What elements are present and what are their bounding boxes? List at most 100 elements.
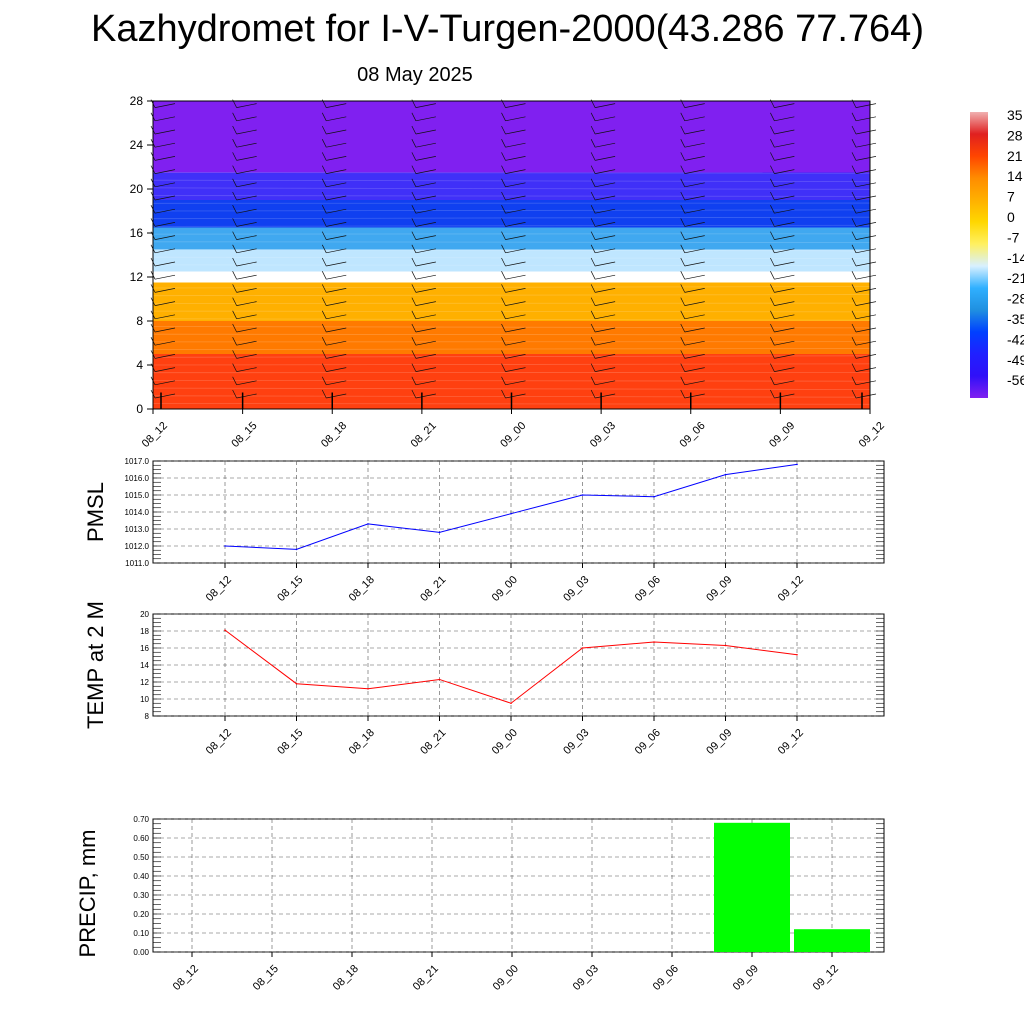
data-point — [510, 512, 512, 515]
contour-line — [152, 379, 871, 382]
contour-line — [152, 294, 871, 297]
wind-barb — [770, 376, 775, 385]
x-tick-label: 08_12 — [204, 727, 234, 757]
x-tick-label: 08_21 — [418, 727, 448, 757]
pmsl-panel: 1011.0 1012.0 1013.0 1014.0 1015.0 1016.0 1017… — [83, 457, 885, 604]
wind-barb — [501, 310, 506, 319]
wind-barb — [415, 314, 436, 320]
wind-barb — [321, 191, 327, 201]
wind-barb — [680, 112, 686, 121]
x-tick-label: 08_21 — [411, 963, 441, 993]
y-tick-label: 18 — [140, 627, 149, 636]
wind-barb — [321, 165, 327, 174]
colorbar-label: -28 — [1007, 291, 1024, 307]
wind-barb — [851, 125, 857, 135]
wind-barb — [415, 235, 436, 240]
wind-barb — [236, 129, 257, 135]
wind-barb — [774, 367, 795, 372]
wind-barb — [595, 169, 616, 174]
wind-barb — [236, 222, 257, 227]
wind-barb — [770, 297, 775, 306]
wind-barb — [232, 152, 237, 161]
data-point — [796, 654, 798, 656]
x-tick-label: 08_18 — [331, 963, 361, 993]
wind-barb — [154, 367, 176, 372]
wind-barb — [411, 112, 417, 121]
wind-barb — [851, 152, 857, 161]
wind-barb — [236, 182, 257, 188]
colorbar: 35 28 21 14 7 0 -7 -14 -21 -28 -35 -42 -49 -56 — [970, 110, 1024, 398]
colorbar-label: -49 — [1007, 352, 1024, 368]
wind-barb — [321, 376, 327, 385]
wind-barb — [505, 235, 526, 240]
wind-barb — [321, 284, 327, 293]
data-point — [724, 644, 727, 647]
y-tick-label: 0.30 — [133, 891, 149, 900]
wind-barb — [415, 195, 436, 201]
wind-barb — [154, 182, 176, 188]
wind-barb — [232, 389, 237, 399]
wind-barb — [321, 323, 327, 333]
wind-barb — [501, 125, 506, 135]
wind-barb — [770, 165, 775, 174]
wind-barb — [684, 354, 705, 359]
y-tick-label: 0.00 — [133, 948, 149, 957]
wind-barb — [680, 152, 686, 161]
wind-barb — [855, 156, 877, 161]
wind-barb — [326, 248, 347, 254]
wind-barb — [590, 178, 596, 187]
wind-barb — [590, 350, 596, 359]
wind-barb — [415, 248, 436, 254]
wind-barb — [770, 205, 775, 214]
y-tick-label: 0.50 — [133, 853, 149, 862]
wind-barb — [680, 284, 686, 293]
wind-barb — [232, 178, 237, 187]
wind-barb — [326, 129, 347, 135]
y-tick-label: 10 — [140, 695, 149, 704]
wind-barb — [232, 363, 237, 372]
wind-barb — [501, 218, 506, 227]
wind-barb — [232, 323, 237, 333]
x-tick-label: 08_15 — [275, 727, 305, 757]
wind-barb — [411, 310, 417, 319]
x-tick-label: 09_03 — [561, 574, 591, 604]
wind-barb — [415, 340, 436, 346]
wind-barb — [501, 297, 506, 306]
wind-barb — [774, 301, 795, 306]
wind-barb — [595, 367, 616, 372]
wind-barb — [505, 354, 526, 359]
wind-barb — [415, 129, 436, 135]
wind-barb — [855, 380, 877, 386]
temperature-band — [153, 271, 870, 283]
y-tick-label: 0.70 — [133, 815, 149, 824]
wind-barb — [415, 208, 436, 214]
wind-barb — [855, 169, 877, 174]
wind-barb — [595, 116, 616, 122]
contour-line — [152, 209, 871, 212]
contour-line — [152, 310, 871, 313]
wind-barb — [684, 301, 705, 306]
wind-barb — [321, 231, 327, 240]
wind-barb — [770, 152, 775, 161]
wind-barb — [851, 231, 857, 240]
wind-barb — [411, 337, 417, 346]
y-tick-label: 1015.0 — [125, 491, 150, 500]
contour-line — [152, 264, 871, 267]
wind-barb — [411, 350, 417, 359]
wind-barb — [684, 156, 705, 161]
wind-barb — [411, 139, 417, 148]
wind-barb — [415, 116, 436, 122]
wind-barb — [505, 340, 526, 346]
wind-barb — [770, 271, 775, 280]
wind-barb — [321, 178, 327, 187]
wind-barb — [415, 261, 436, 267]
x-tick-label: 08_15 — [229, 420, 259, 450]
contour-line — [152, 179, 871, 182]
wind-barb — [411, 284, 417, 293]
wind-barb — [415, 288, 436, 293]
wind-barb — [774, 142, 795, 148]
wind-barb — [684, 340, 705, 346]
temperature-band — [153, 200, 870, 228]
wind-barb — [501, 244, 506, 253]
wind-barb — [590, 271, 596, 280]
